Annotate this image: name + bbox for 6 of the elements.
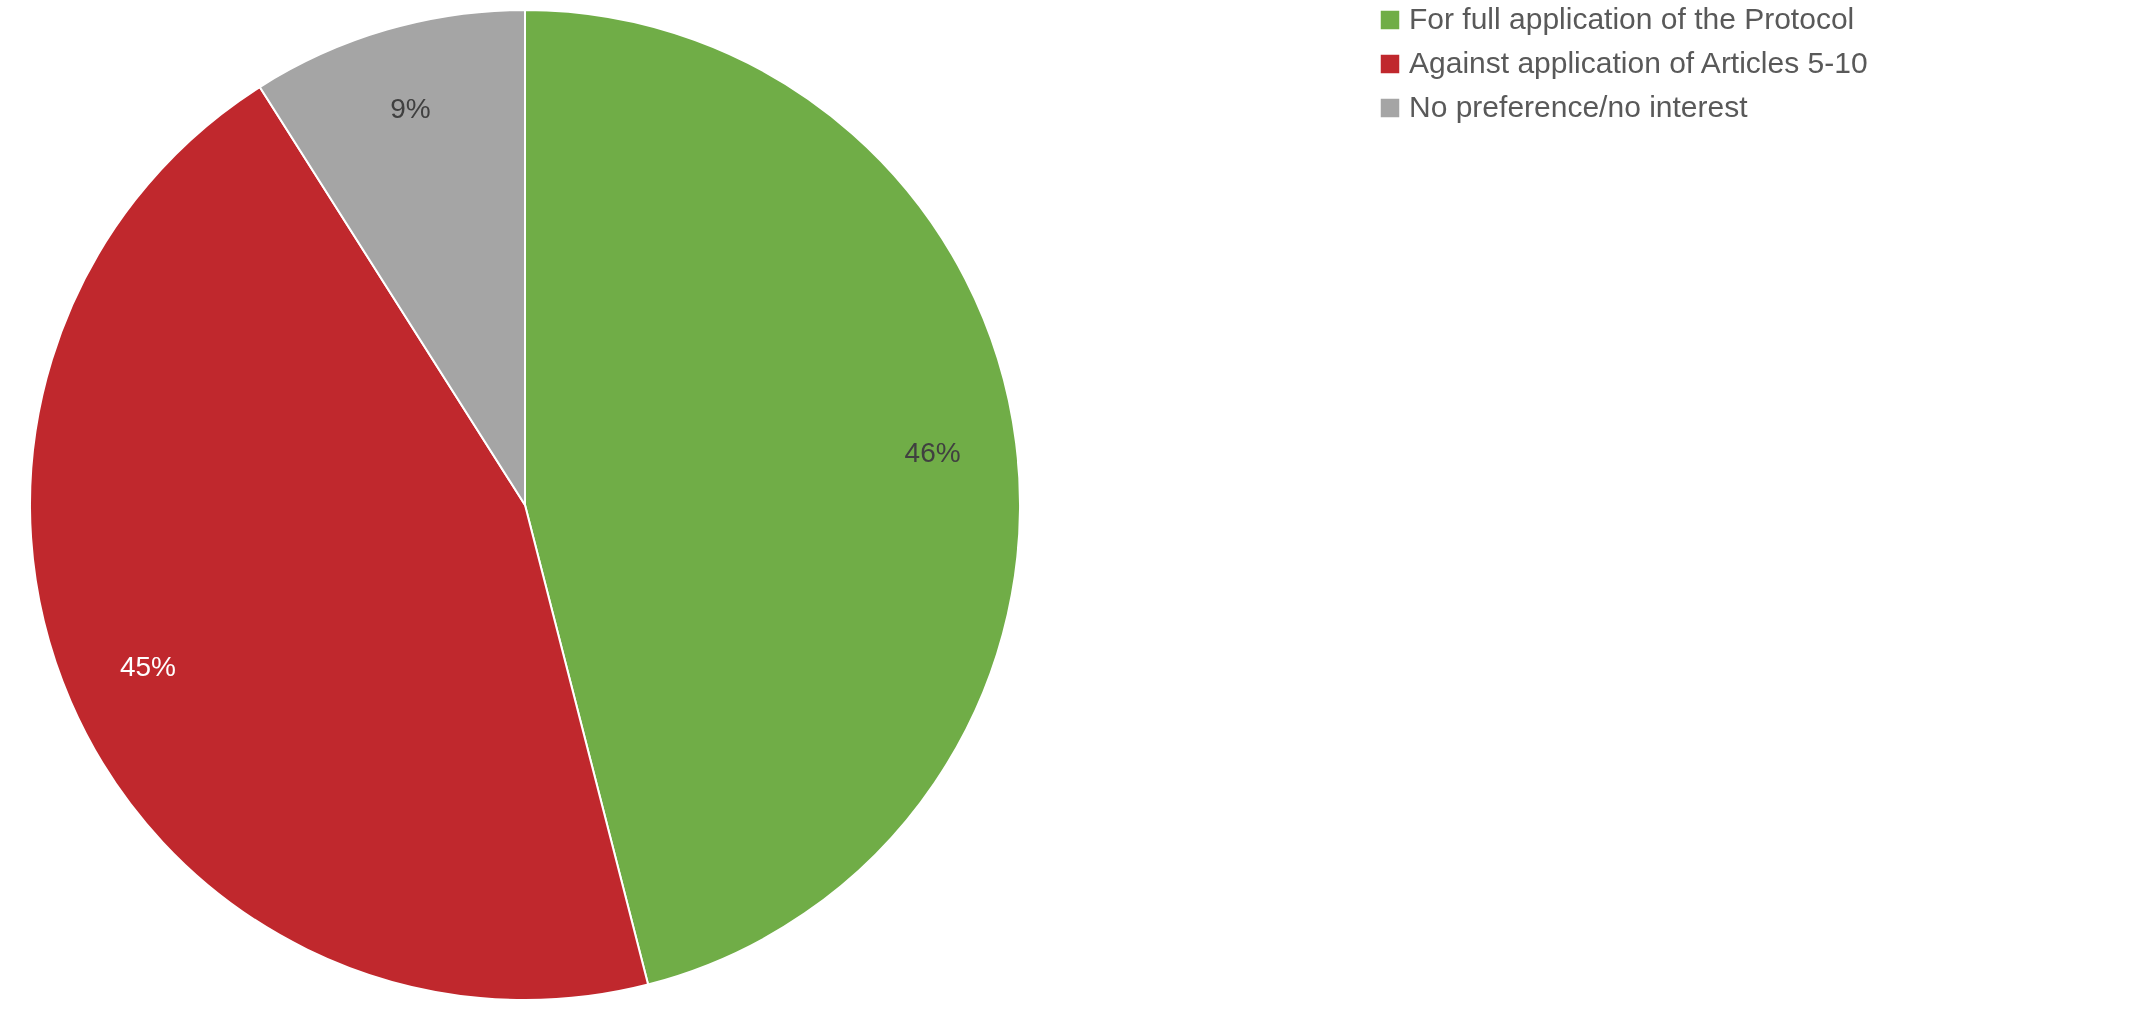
data-label: 45% (119, 651, 176, 683)
legend-label: Against application of Articles 5-10 (1409, 46, 1868, 79)
legend-label: For full application of the Protocol (1409, 2, 1855, 35)
data-label: 46% (904, 436, 961, 468)
data-label: 9% (390, 93, 431, 125)
legend-label: No preference/no interest (1409, 90, 1749, 123)
